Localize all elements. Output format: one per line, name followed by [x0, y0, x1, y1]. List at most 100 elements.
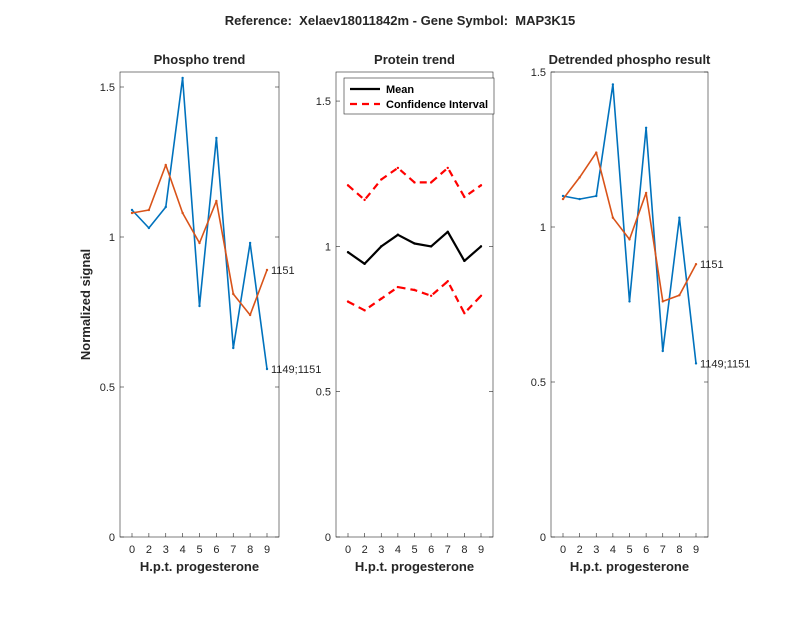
data-point — [130, 208, 134, 212]
series-line-confidence-interval-upper — [347, 166, 482, 201]
series-end-label: 1151 — [700, 259, 724, 271]
series-line-1151 — [562, 151, 697, 303]
x-tick-label: 8 — [247, 544, 253, 556]
x-tick-label: 4 — [610, 544, 616, 556]
x-tick-label: 9 — [264, 544, 270, 556]
data-point — [479, 245, 483, 248]
data-point — [181, 76, 184, 80]
x-tick-label: 3 — [163, 544, 169, 556]
y-tick-label: 1 — [109, 232, 115, 244]
data-point — [346, 184, 350, 187]
data-point — [413, 181, 416, 184]
data-point — [661, 300, 664, 303]
data-point — [380, 245, 383, 248]
legend-entry-label: Mean — [386, 84, 414, 96]
y-tick-label: 1.5 — [316, 96, 331, 108]
data-point — [265, 268, 269, 272]
data-point — [198, 304, 201, 308]
x-tick-label: 9 — [478, 544, 484, 556]
data-point — [248, 241, 252, 245]
data-point — [463, 312, 466, 315]
data-point — [678, 216, 681, 219]
data-point — [463, 259, 466, 263]
data-point — [396, 285, 400, 289]
y-tick-label: 0 — [540, 532, 546, 544]
x-axis-label: H.p.t. progesterone — [355, 559, 474, 574]
y-tick-label: 0.5 — [316, 387, 331, 399]
x-tick-label: 7 — [660, 544, 666, 556]
y-tick-label: 0 — [325, 532, 331, 544]
data-point — [463, 195, 466, 199]
data-point — [413, 288, 416, 292]
x-tick-label: 4 — [180, 544, 186, 556]
data-point — [479, 294, 483, 297]
panel-title: Protein trend — [374, 52, 455, 67]
x-tick-label: 6 — [643, 544, 649, 556]
data-point — [164, 205, 167, 209]
data-point — [215, 199, 218, 203]
data-point — [694, 263, 698, 266]
x-tick-label: 2 — [577, 544, 583, 556]
data-point — [232, 346, 235, 350]
data-point — [628, 300, 631, 303]
data-point — [346, 250, 350, 254]
data-point — [661, 349, 664, 353]
data-point — [429, 294, 433, 297]
data-point — [248, 313, 252, 317]
data-point — [413, 242, 416, 245]
data-point — [164, 163, 167, 167]
figure-title: Reference: Xelaev18011842m - Gene Symbol… — [224, 13, 576, 28]
data-point — [611, 83, 615, 86]
data-point — [363, 262, 366, 266]
data-point — [363, 198, 366, 202]
data-point — [644, 191, 648, 195]
y-tick-label: 1.5 — [531, 67, 546, 79]
x-tick-label: 4 — [395, 544, 401, 556]
data-point — [628, 238, 631, 241]
data-point — [396, 166, 400, 170]
data-point — [595, 151, 598, 154]
legend-entry-label: Confidence Interval — [386, 99, 488, 111]
y-tick-label: 0.5 — [531, 377, 546, 389]
data-point — [363, 309, 366, 312]
y-tick-label: 1.5 — [100, 82, 115, 94]
x-tick-label: 5 — [411, 544, 417, 556]
panel-title: Detrended phospho result — [549, 52, 711, 67]
data-point — [380, 297, 383, 300]
x-tick-label: 8 — [461, 544, 467, 556]
series-line-1149-1151 — [131, 77, 268, 370]
x-tick-label: 7 — [230, 544, 236, 556]
data-point — [694, 362, 698, 365]
x-tick-label: 7 — [445, 544, 451, 556]
data-point — [578, 176, 581, 179]
x-tick-label: 3 — [378, 544, 384, 556]
data-point — [147, 226, 151, 230]
x-axis-label: H.p.t. progesterone — [570, 559, 689, 574]
series-end-label: 1149;1151 — [271, 364, 321, 376]
data-point — [578, 197, 581, 201]
series-line-mean — [347, 230, 482, 265]
data-point — [561, 194, 565, 198]
y-tick-label: 1 — [325, 241, 331, 253]
data-point — [265, 367, 269, 371]
series-end-label: 1151 — [271, 265, 295, 277]
data-point — [147, 208, 151, 212]
y-axis-label: Normalized signal — [78, 249, 93, 360]
data-point — [130, 211, 134, 215]
data-point — [396, 233, 400, 236]
data-point — [346, 300, 350, 303]
x-tick-label: 5 — [626, 544, 632, 556]
data-point — [446, 166, 449, 170]
data-point — [232, 292, 235, 296]
data-point — [429, 181, 433, 184]
y-tick-label: 0 — [109, 532, 115, 544]
x-tick-label: 9 — [693, 544, 699, 556]
series-line-1149-1151 — [562, 83, 697, 364]
data-point — [611, 216, 615, 219]
series-line-confidence-interval-lower — [347, 280, 482, 315]
x-tick-label: 6 — [213, 544, 219, 556]
